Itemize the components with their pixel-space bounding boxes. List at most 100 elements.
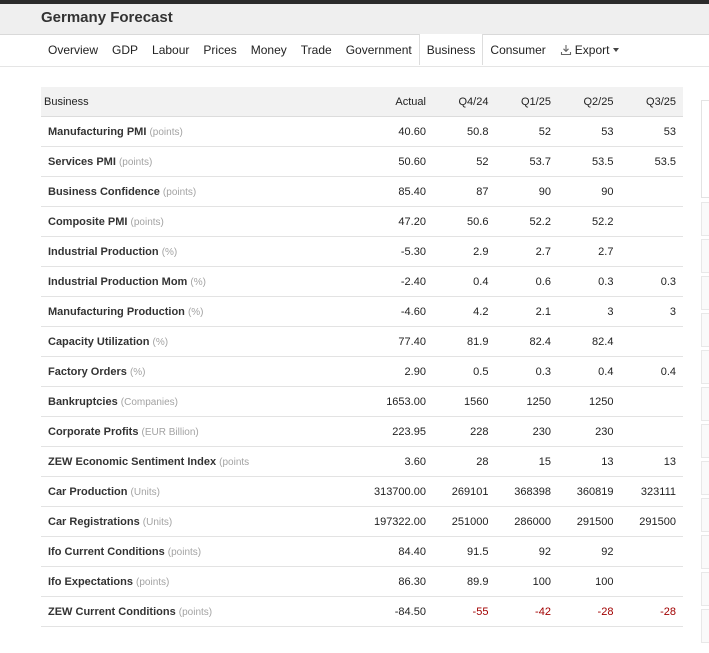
indicator-name-cell[interactable]: Car Production (Units) <box>41 476 349 507</box>
indicator-name-cell[interactable]: Manufacturing Production (%) <box>41 296 349 327</box>
value-cell-q2-25: 90 <box>557 176 621 207</box>
indicator-name: Ifo Current Conditions <box>48 545 165 558</box>
value-cell-q1-25: 2.1 <box>495 296 558 327</box>
indicator-unit: (Units) <box>142 516 173 528</box>
value-cell-q1-25: 52 <box>495 116 558 147</box>
nav-tab-business[interactable]: Business <box>418 34 484 65</box>
value-cell-actual: 2.90 <box>348 356 433 387</box>
indicator-name: Capacity Utilization <box>48 335 150 348</box>
value-cell-q4-24: 4.2 <box>432 296 496 327</box>
indicator-name-cell[interactable]: ZEW Current Conditions (points) <box>41 596 349 627</box>
value-cell-q4-24: 50.8 <box>432 116 496 147</box>
value-cell-q4-24: 2.9 <box>432 236 496 267</box>
caret-down-icon <box>613 47 620 52</box>
column-header: Business <box>41 87 349 117</box>
value-cell-q4-24: 81.9 <box>432 326 496 357</box>
value-cell-actual: -5.30 <box>348 236 433 267</box>
nav-tab-trade[interactable]: Trade <box>294 34 339 65</box>
side-widget-stub <box>701 535 709 569</box>
column-header[interactable]: Actual <box>348 87 433 117</box>
indicator-unit: (points) <box>167 546 202 558</box>
page-title: Germany Forecast <box>41 9 173 26</box>
indicator-name: ZEW Current Conditions <box>48 605 176 618</box>
value-cell-q1-25: 90 <box>495 176 558 207</box>
value-cell-q3-25: 0.3 <box>620 266 683 297</box>
nav-tab-gdp[interactable]: GDP <box>105 34 145 65</box>
indicator-name-cell[interactable]: Car Registrations (Units) <box>41 506 349 537</box>
value-cell-actual: 197322.00 <box>348 506 433 537</box>
value-cell-q4-24: 87 <box>432 176 496 207</box>
side-widget-stub <box>701 276 709 310</box>
indicator-unit: (%) <box>187 306 204 318</box>
side-widget-stub <box>701 202 709 236</box>
nav-tab-government[interactable]: Government <box>339 34 419 65</box>
side-widget-stub <box>701 424 709 458</box>
nav-tab-label: GDP <box>112 42 139 57</box>
nav-tab-label: Export <box>574 42 610 57</box>
indicator-unit: (points) <box>162 186 197 198</box>
value-cell-q1-25: 1250 <box>495 386 558 417</box>
value-cell-q2-25: 100 <box>557 566 621 597</box>
value-cell-actual: 85.40 <box>348 176 433 207</box>
indicator-name-cell[interactable]: Corporate Profits (EUR Billion) <box>41 416 349 447</box>
value-cell-q1-25: 15 <box>495 446 558 477</box>
side-widget-stub <box>701 461 709 495</box>
indicator-unit: (%) <box>161 246 178 258</box>
value-cell-q4-24: 91.5 <box>432 536 496 567</box>
column-header[interactable]: Q4/24 <box>432 87 496 117</box>
value-cell-actual: 223.95 <box>348 416 433 447</box>
value-cell-q1-25: 286000 <box>495 506 558 537</box>
section-nav: Overview GDP Labour Prices Money Trade Governm… <box>41 34 626 65</box>
indicator-name-cell[interactable]: Industrial Production Mom (%) <box>41 266 349 297</box>
nav-tab-overview[interactable]: Overview <box>41 34 105 65</box>
side-widget-stub <box>701 350 709 384</box>
value-cell-q3-25 <box>620 176 683 207</box>
value-cell-q1-25: 2.7 <box>495 236 558 267</box>
value-cell-q4-24: 52 <box>432 146 496 177</box>
value-cell-actual: -84.50 <box>348 596 433 627</box>
nav-tab-label: Labour <box>152 42 190 57</box>
nav-tab-money[interactable]: Money <box>244 34 294 65</box>
nav-tab-consumer[interactable]: Consumer <box>483 34 552 65</box>
top-edge-bar <box>0 0 709 4</box>
table-row: Services PMI (points) 50.60 52 53.7 53.5 53.5 <box>41 146 683 177</box>
nav-tab-export[interactable]: Export <box>553 34 627 65</box>
indicator-name-cell[interactable]: Capacity Utilization (%) <box>41 326 349 357</box>
indicator-name-cell[interactable]: Factory Orders (%) <box>41 356 349 387</box>
nav-tab-labour[interactable]: Labour <box>145 34 196 65</box>
side-widget-stub <box>701 572 709 606</box>
table-row: Composite PMI (points) 47.20 50.6 52.2 52.2 <box>41 206 683 237</box>
indicator-name-cell[interactable]: Composite PMI (points) <box>41 206 349 237</box>
value-cell-q2-25: 0.3 <box>557 266 621 297</box>
indicator-name-cell[interactable]: Ifo Expectations (points) <box>41 566 349 597</box>
indicator-name-cell[interactable]: Services PMI (points) <box>41 146 349 177</box>
indicator-name: Industrial Production Mom <box>48 275 188 288</box>
value-cell-q3-25: 53 <box>620 116 683 147</box>
indicator-name-cell[interactable]: Industrial Production (%) <box>41 236 349 267</box>
value-cell-q4-24: 269101 <box>432 476 496 507</box>
value-cell-q2-25: 1250 <box>557 386 621 417</box>
indicator-name-cell[interactable]: Manufacturing PMI (points) <box>41 116 349 147</box>
value-cell-q3-25: -28 <box>620 596 683 627</box>
value-cell-q2-25: 92 <box>557 536 621 567</box>
column-header[interactable]: Q1/25 <box>495 87 558 117</box>
value-cell-q2-25: 13 <box>557 446 621 477</box>
indicator-name-cell[interactable]: Bankruptcies (Companies) <box>41 386 349 417</box>
indicator-name: Composite PMI <box>48 215 128 228</box>
value-cell-q2-25: 360819 <box>557 476 621 507</box>
indicator-name-cell[interactable]: Ifo Current Conditions (points) <box>41 536 349 567</box>
column-header[interactable]: Q2/25 <box>557 87 621 117</box>
nav-tab-prices[interactable]: Prices <box>196 34 243 65</box>
column-header[interactable]: Q3/25 <box>620 87 683 117</box>
side-widget-stub <box>701 498 709 532</box>
indicator-name-cell[interactable]: Business Confidence (points) <box>41 176 349 207</box>
side-widget-stub <box>701 387 709 421</box>
value-cell-q2-25: 53.5 <box>557 146 621 177</box>
indicator-name-cell[interactable]: ZEW Economic Sentiment Index (points <box>41 446 349 477</box>
download-icon <box>560 44 571 55</box>
nav-tab-label: Money <box>250 42 287 57</box>
value-cell-q1-25: 368398 <box>495 476 558 507</box>
value-cell-actual: 77.40 <box>348 326 433 357</box>
table-row: Industrial Production Mom (%) -2.40 0.4 0.6… <box>41 266 683 297</box>
nav-tab-label: Trade <box>300 42 332 57</box>
